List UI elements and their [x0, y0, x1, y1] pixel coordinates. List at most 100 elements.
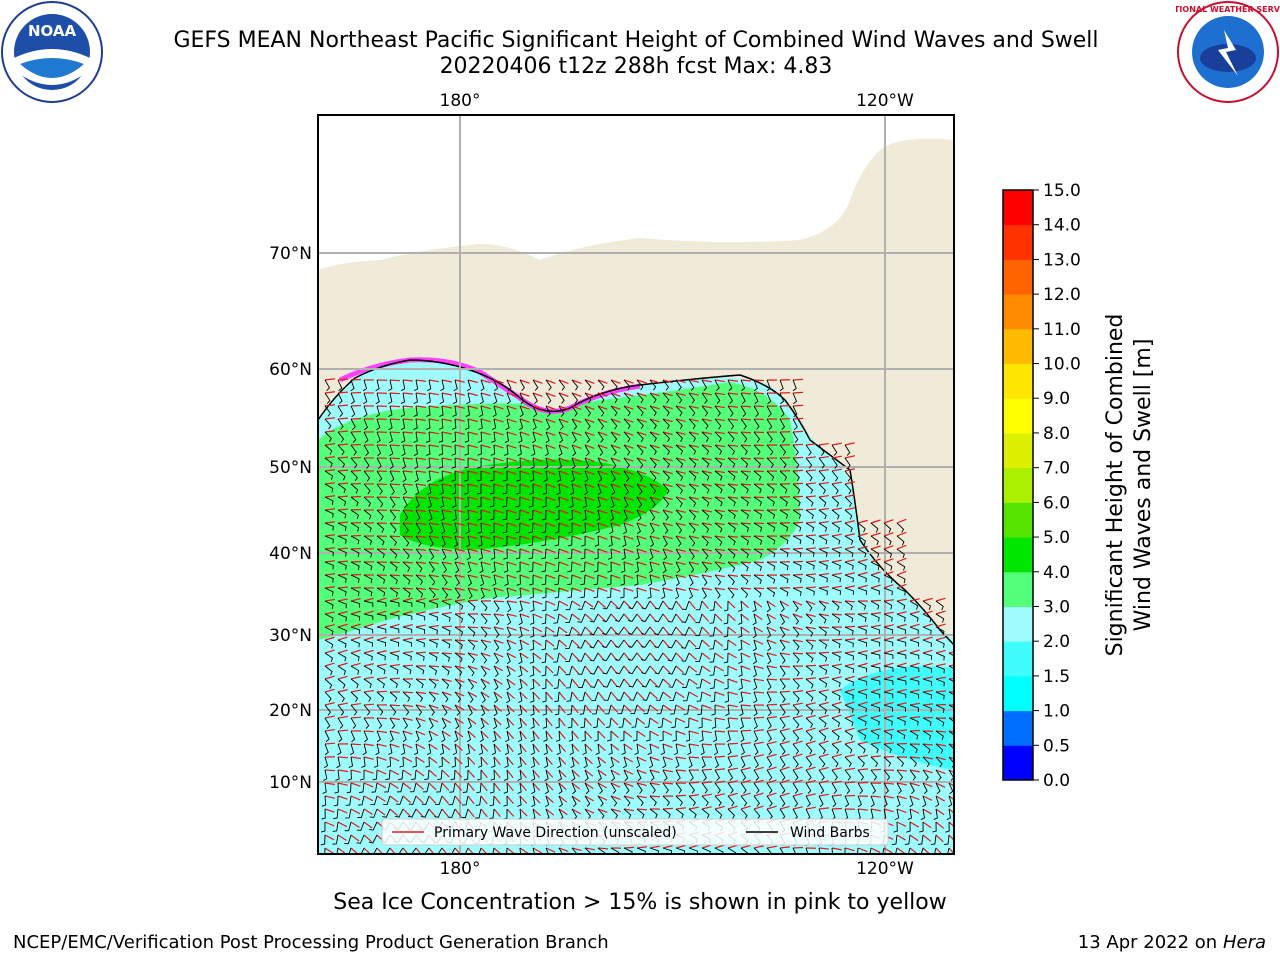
wave-direction-arrow: [701, 781, 712, 784]
wind-barb: [438, 418, 444, 430]
wind-barb: [324, 496, 334, 506]
wave-direction-arrow: [610, 574, 621, 579]
wave-direction-arrow: [389, 535, 401, 538]
wind-barb: [896, 561, 906, 571]
wind-barb: [493, 717, 498, 730]
wave-direction-arrow: [493, 587, 504, 592]
wind-barb: [818, 574, 828, 583]
wave-direction-arrow: [428, 483, 439, 487]
wave-direction-arrow: [727, 574, 738, 577]
wave-direction-arrow: [740, 754, 751, 758]
wave-direction-arrow: [324, 521, 335, 524]
wave-direction-arrow: [857, 741, 868, 745]
wave-direction-arrow: [688, 730, 699, 735]
wave-direction-arrow: [337, 756, 349, 759]
wave-direction-arrow: [519, 613, 530, 618]
colorbar-tick-label: 12.0: [1043, 285, 1081, 305]
wind-barb: [401, 431, 406, 444]
wave-direction-arrow: [649, 678, 658, 687]
wave-direction-arrow: [337, 689, 348, 693]
wave-direction-arrow: [506, 548, 517, 553]
wave-direction-arrow: [532, 665, 541, 673]
wind-barb: [426, 418, 431, 430]
wave-direction-arrow: [467, 522, 478, 527]
wave-direction-arrow: [896, 702, 907, 706]
wind-barb: [948, 730, 954, 741]
wind-barb: [727, 769, 734, 781]
colorbar-segment: [1003, 328, 1033, 365]
colorbar-segment: [1003, 398, 1033, 434]
wave-direction-arrow: [519, 639, 530, 646]
wave-direction-arrow: [805, 534, 817, 537]
nws-logo-text: NATIONAL WEATHER SERVICE: [1176, 5, 1280, 14]
wind-barb: [883, 756, 892, 767]
wave-direction-arrow: [701, 806, 712, 810]
wind-barb: [857, 678, 868, 686]
wind-barb: [739, 717, 745, 730]
wind-barb: [594, 730, 599, 742]
wind-barb: [415, 665, 425, 675]
wave-direction-arrow: [571, 847, 582, 852]
wave-direction-arrow: [571, 704, 579, 714]
wind-barb: [870, 782, 877, 794]
wind-barb: [727, 509, 736, 520]
wind-barb: [541, 652, 547, 664]
wave-direction-arrow: [363, 636, 374, 641]
wind-barb: [589, 613, 599, 623]
wind-barb: [363, 444, 370, 456]
wind-barb: [441, 600, 451, 609]
wind-barb: [597, 470, 603, 483]
wave-direction-arrow: [402, 587, 414, 590]
wind-barb: [779, 561, 789, 571]
wind-barb: [558, 847, 564, 854]
map-title: GEFS MEAN Northeast Pacific Significant …: [173, 28, 1099, 53]
wave-direction-arrow: [753, 418, 765, 421]
wind-barb: [568, 730, 574, 742]
wind-barb: [324, 431, 332, 443]
wind-barb: [426, 431, 431, 443]
wave-direction-arrow: [649, 704, 659, 712]
wind-barb: [506, 639, 512, 652]
wind-barb: [584, 782, 590, 795]
wave-direction-arrow: [467, 730, 476, 738]
wind-barb: [883, 691, 894, 699]
wind-barb: [475, 795, 482, 806]
wind-barb: [623, 795, 631, 807]
wave-direction-arrow: [935, 610, 946, 615]
wind-barb: [883, 795, 888, 808]
wave-direction-arrow: [805, 779, 816, 784]
wind-barb: [515, 522, 521, 534]
wave-direction-arrow: [675, 743, 686, 748]
wind-barb: [766, 535, 776, 545]
wave-direction-arrow: [363, 782, 374, 788]
wind-barb: [389, 704, 397, 716]
wind-barb: [681, 626, 690, 636]
lat-label-40n: 40°N: [269, 544, 312, 564]
wave-direction-arrow: [597, 574, 608, 579]
wave-direction-arrow: [493, 691, 503, 699]
wave-direction-arrow: [402, 808, 411, 817]
wind-barb: [376, 574, 386, 584]
wave-direction-arrow: [467, 756, 476, 765]
wind-barb: [375, 379, 380, 392]
wave-direction-arrow: [467, 599, 479, 602]
wind-barb: [857, 600, 867, 610]
wave-direction-arrow: [337, 378, 349, 381]
wave-direction-arrow: [467, 587, 478, 592]
wave-direction-arrow: [506, 782, 514, 792]
wind-barb: [428, 665, 438, 675]
wind-barb: [662, 795, 670, 807]
wind-barb: [421, 808, 430, 818]
wind-barb: [636, 795, 644, 807]
wave-direction-arrow: [454, 847, 461, 854]
wind-barb: [792, 444, 799, 456]
wave-direction-arrow: [584, 561, 595, 566]
wave-direction-arrow: [467, 431, 478, 436]
wave-direction-arrow: [519, 678, 528, 686]
wind-barb: [324, 587, 334, 596]
wave-direction-arrow: [805, 793, 816, 797]
wind-barb: [701, 509, 710, 520]
wave-direction-arrow: [714, 600, 723, 609]
wind-barb: [641, 600, 651, 610]
wind-barb: [805, 470, 813, 482]
